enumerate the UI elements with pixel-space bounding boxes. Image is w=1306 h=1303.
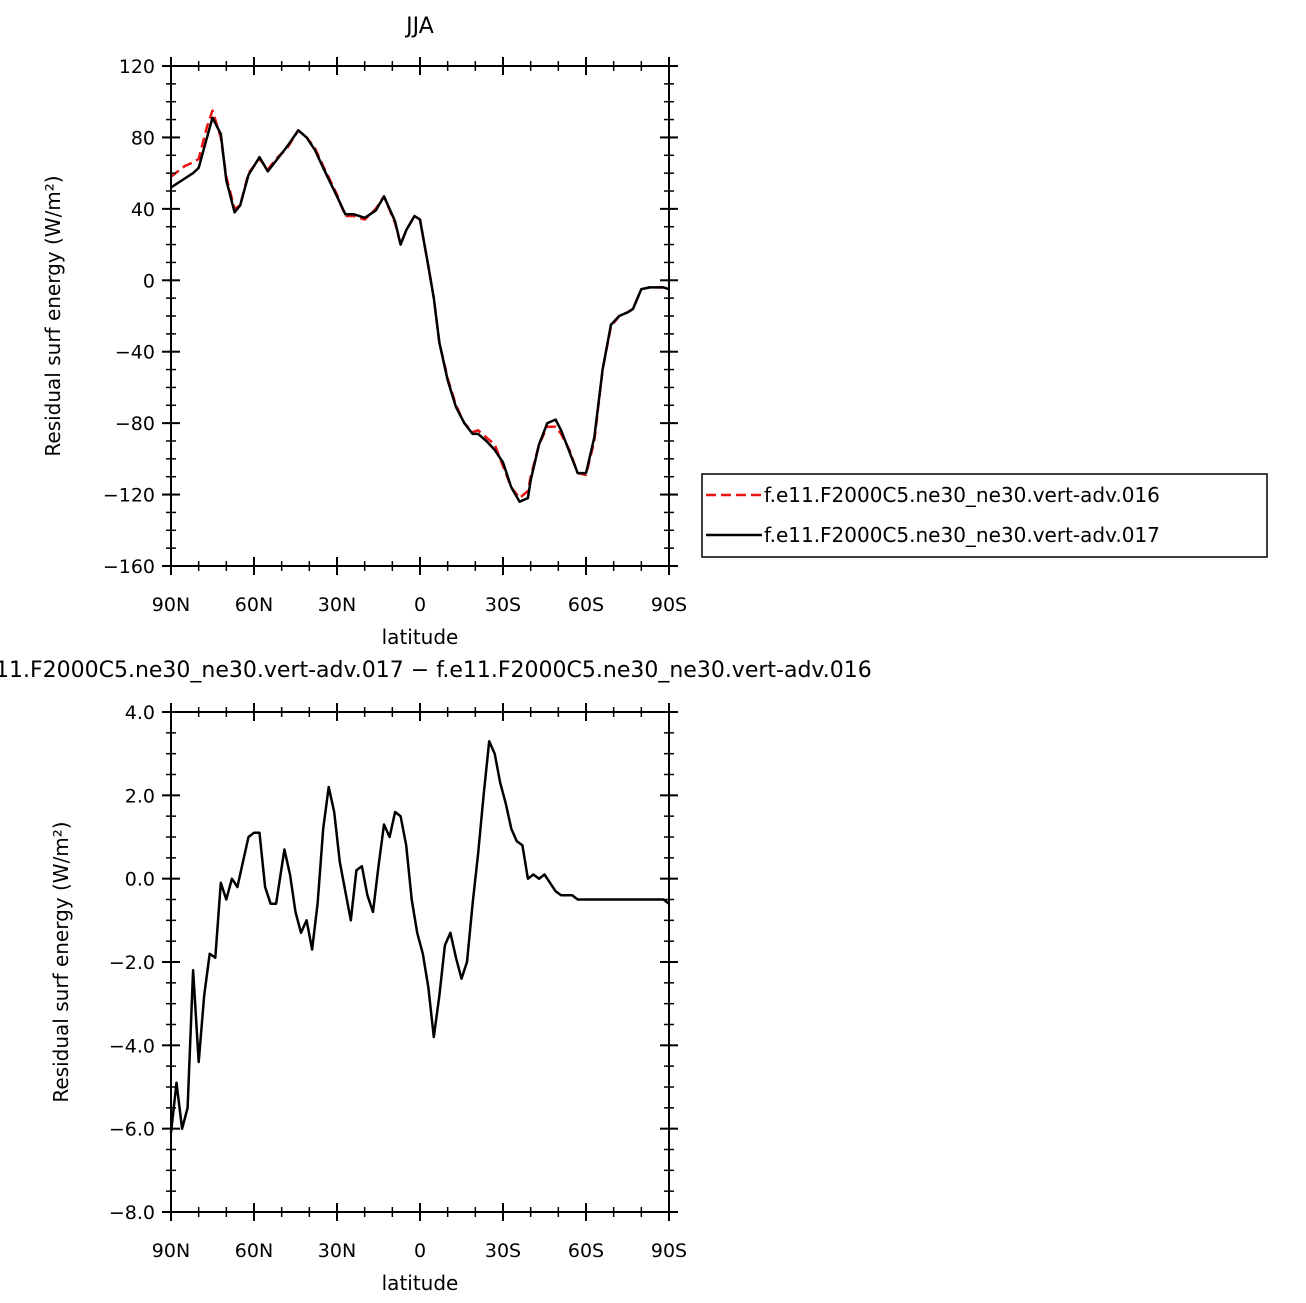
legend-box (701, 473, 1268, 558)
top-panel: JJA 90N 60N 30N 0 30S 60S 90S 120 80 40 0 −40 −80 −12… (41, 14, 1268, 649)
top-chart-title: JJA (404, 14, 434, 39)
bottom-y-tick-label: −4.0 (109, 1035, 155, 1057)
top-series-line-2 (170, 116, 670, 503)
top-x-tick-label: 90S (651, 594, 687, 616)
top-y-tick-label: −120 (103, 485, 155, 507)
top-ticks: 90N 60N 30N 0 30S 60S 90S 120 80 40 0 −40 −80 −120 −16… (103, 56, 687, 616)
bottom-x-tick-label: 0 (414, 1240, 426, 1262)
bottom-plot-frame (170, 711, 670, 1213)
bottom-x-tick-label: 30N (318, 1240, 356, 1262)
bottom-x-tick-label: 60S (568, 1240, 604, 1262)
top-series-group (170, 109, 670, 503)
bottom-y-axis-label: Residual surf energy (W/m²) (49, 821, 73, 1102)
bottom-x-tick-label: 90N (152, 1240, 190, 1262)
top-x-axis-label: latitude (382, 625, 459, 649)
bottom-y-tick-label: 2.0 (125, 785, 155, 807)
top-x-tick-label: 30S (485, 594, 521, 616)
top-plot-frame (170, 65, 670, 567)
top-y-tick-label: 0 (143, 270, 155, 292)
bottom-chart-title: f.e11.F2000C5.ne30_ne30.vert-adv.017 − f… (0, 658, 872, 683)
bottom-y-tick-label: −2.0 (109, 952, 155, 974)
legend: f.e11.F2000C5.ne30_ne30.vert-adv.016 f.e… (701, 473, 1268, 558)
top-y-tick-label: −80 (115, 413, 155, 435)
bottom-series-line-1 (169, 739, 670, 1133)
bottom-y-tick-label: −6.0 (109, 1119, 155, 1141)
bottom-y-tick-label: 0.0 (125, 869, 155, 891)
legend-label-017: f.e11.F2000C5.ne30_ne30.vert-adv.017 (764, 523, 1160, 547)
top-x-tick-label: 30N (318, 594, 356, 616)
top-x-tick-label: 0 (414, 594, 426, 616)
bottom-y-tick-label: 4.0 (125, 702, 155, 724)
legend-label-016: f.e11.F2000C5.ne30_ne30.vert-adv.016 (764, 483, 1160, 507)
top-y-axis-label: Residual surf energy (W/m²) (41, 175, 65, 456)
bottom-series-group (169, 739, 670, 1133)
top-y-tick-label: −40 (115, 342, 155, 364)
top-x-tick-label: 60S (568, 594, 604, 616)
bottom-x-tick-label: 30S (485, 1240, 521, 1262)
top-x-tick-label: 60N (235, 594, 273, 616)
top-x-tick-label: 90N (152, 594, 190, 616)
bottom-ticks: 90N 60N 30N 0 30S 60S 90S 4.0 2.0 0.0 −2.0 −4.0 −6.0… (109, 702, 687, 1262)
bottom-y-tick-label: −8.0 (109, 1202, 155, 1224)
bottom-x-tick-label: 60N (235, 1240, 273, 1262)
top-y-tick-label: 40 (131, 199, 155, 221)
top-y-tick-label: −160 (103, 556, 155, 578)
bottom-x-axis-label: latitude (382, 1271, 459, 1295)
bottom-x-tick-label: 90S (651, 1240, 687, 1262)
top-y-tick-label: 120 (119, 56, 155, 78)
bottom-panel: f.e11.F2000C5.ne30_ne30.vert-adv.017 − f… (0, 658, 872, 1295)
top-y-tick-label: 80 (131, 127, 155, 149)
